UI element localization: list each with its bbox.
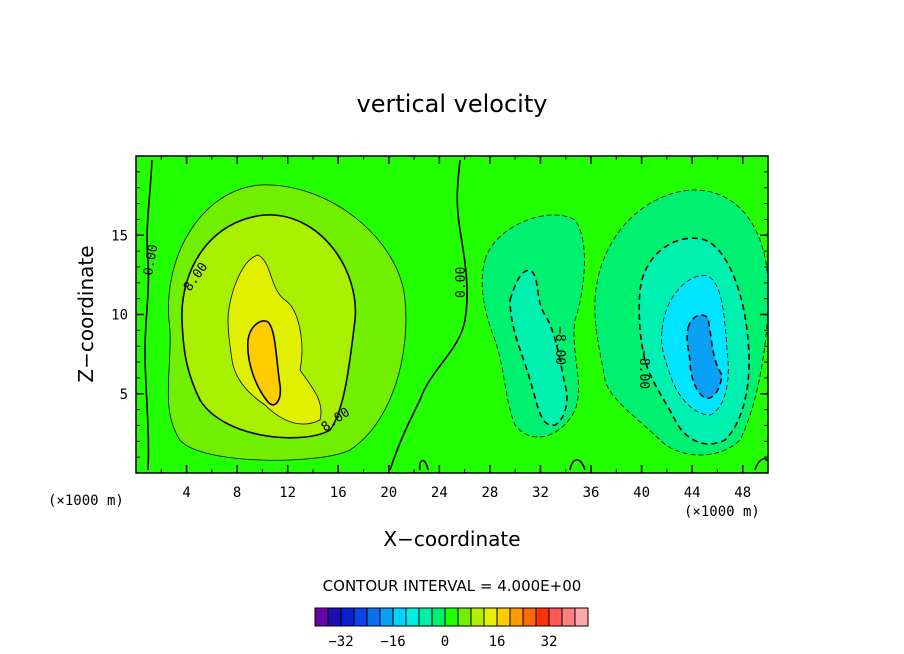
plot-area: [136, 156, 768, 473]
x-tick-label: 16: [330, 485, 347, 501]
x-axis-label: X−coordinate: [383, 527, 520, 551]
contour-label-5: −8.00: [636, 350, 651, 389]
contour-neg8-b: [638, 237, 750, 445]
colorbar-box: [353, 607, 368, 627]
colorbar-box: [405, 607, 420, 627]
y-axis: 5 10 15: [111, 171, 768, 458]
y-tick-label: 10: [111, 308, 128, 324]
updraft-region-16: [247, 320, 281, 405]
colorbar-box: [340, 607, 355, 627]
colorbar-box: [327, 607, 342, 627]
colorbar-box: [379, 607, 394, 627]
colorbar-tick-label: −16: [380, 634, 405, 650]
colorbar-box: [535, 607, 550, 627]
colorbar-box: [366, 607, 381, 627]
chart-title: vertical velocity: [357, 90, 548, 118]
colorbar-box: [444, 607, 459, 627]
x-unit-left: (×1000 m): [48, 493, 124, 509]
colorbar-box: [522, 607, 537, 627]
x-tick-label: 44: [684, 485, 701, 501]
contour-neg16: [686, 314, 723, 400]
colorbar-box: [418, 607, 433, 627]
contour-neg8-a: [509, 269, 568, 426]
x-unit-right: (×1000 m): [684, 504, 760, 520]
downdraft-region-8a: [510, 270, 567, 426]
contour-neg12: [661, 275, 729, 416]
contour-neg4-b: [594, 189, 768, 456]
colorbar-ticks: −32 −16 0 16 32: [328, 634, 557, 650]
x-tick-label: 12: [279, 485, 296, 501]
contour-label-3: 0.00: [454, 267, 469, 298]
colorbar-box: [431, 607, 446, 627]
contour-4-left: [167, 184, 407, 461]
x-tick-label: 48: [734, 485, 751, 501]
colorbar-box: [314, 607, 329, 627]
contour-zero-right-bottom: [418, 458, 768, 471]
colorbar-tick-label: −32: [328, 634, 353, 650]
x-tick-label: 24: [431, 485, 448, 501]
colorbar-box: [392, 607, 407, 627]
contour-neg4-a: [481, 214, 585, 438]
contour-labels: 0.00 8.00 8.00 0.00 −8.00 −8.00: [141, 243, 651, 435]
contour-label-0: 0.00: [141, 243, 161, 276]
contour-label-4: −8.00: [552, 326, 567, 365]
colorbar-box: [509, 607, 524, 627]
colorbar-box: [561, 607, 576, 627]
contour-interval-text: CONTOUR INTERVAL = 4.000E+00: [323, 577, 582, 595]
colorbar-tick-label: 16: [489, 634, 506, 650]
contour-16-left: [247, 320, 282, 406]
colorbar-box: [548, 607, 563, 627]
colorbar-box: [470, 607, 485, 627]
contour-8-left: [181, 214, 357, 439]
colorbar-box: [574, 607, 589, 627]
contour-zero-left: [144, 159, 153, 471]
x-tick-label: 36: [583, 485, 600, 501]
x-tick-label: 20: [380, 485, 397, 501]
downdraft-region-16: [687, 315, 722, 399]
x-tick-label: 40: [633, 485, 650, 501]
contour-12-left: [227, 254, 322, 425]
x-tick-label: 4: [182, 485, 190, 501]
colorbar-tick-label: 0: [441, 634, 449, 650]
colorbar-box: [496, 607, 511, 627]
colorbar-box: [457, 607, 472, 627]
colorbar: [314, 607, 589, 627]
y-tick-label: 15: [111, 228, 128, 244]
x-tick-label: 28: [481, 485, 498, 501]
x-tick-label: 32: [532, 485, 549, 501]
x-tick-label: 8: [233, 485, 241, 501]
contour-zero-middle: [389, 159, 468, 471]
colorbar-tick-label: 32: [541, 634, 558, 650]
colorbar-box: [483, 607, 498, 627]
y-tick-label: 5: [120, 387, 128, 403]
x-axis: 4 8 12 16 20 24 28 32 36 40 44 48: [160, 156, 751, 501]
y-axis-label: Z−coordinate: [74, 245, 98, 382]
